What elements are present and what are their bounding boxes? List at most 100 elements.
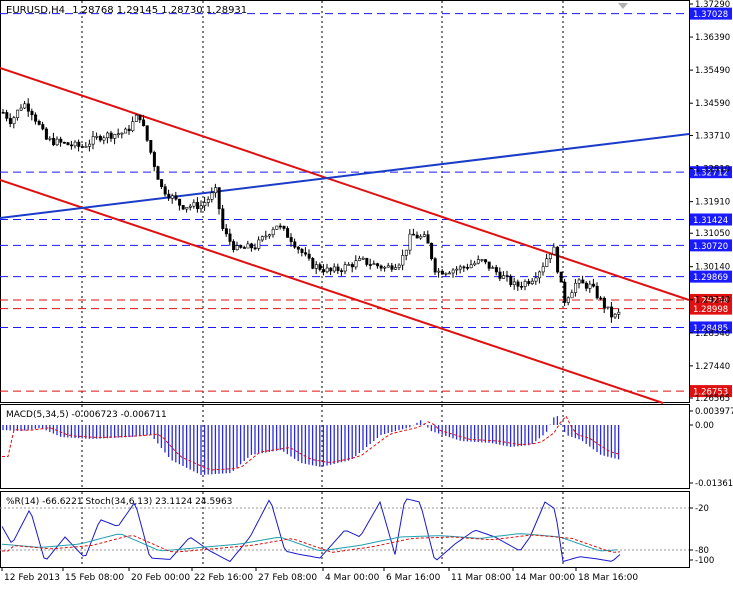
candle-body — [163, 186, 167, 195]
candle-body — [383, 266, 387, 269]
candle-body — [80, 146, 84, 148]
candle-body — [88, 143, 92, 147]
hline-price-label: 1.29869 — [693, 273, 728, 283]
symbol-label: EURUSD,H4 — [6, 5, 65, 16]
time-tick-label: 20 Feb 00:00 — [131, 573, 190, 583]
candle-body — [350, 264, 354, 268]
candle-body — [152, 152, 156, 167]
candle-body — [581, 279, 585, 284]
osc-axis: -20 -80-100 — [689, 504, 714, 566]
candle-body — [192, 202, 196, 207]
candle-body — [412, 233, 416, 236]
trendline-blue[interactable] — [0, 133, 690, 219]
hline-price-label: 1.28485 — [693, 324, 728, 334]
stoch-signal-line — [2, 534, 621, 553]
price-tick-label: 1.34590 — [695, 99, 730, 109]
trend-channel[interactable] — [0, 67, 690, 404]
candle-body — [1, 112, 5, 114]
hline-price-label: 1.28998 — [693, 305, 728, 315]
hline-label-bg — [690, 302, 732, 315]
candle-body — [401, 254, 405, 266]
chart-shift-triangle-icon[interactable] — [618, 3, 628, 9]
candle-body — [160, 179, 164, 187]
candle-body — [5, 112, 9, 119]
candle-body — [142, 119, 146, 127]
candle-body — [415, 234, 419, 239]
hline-price-label: 1.26753 — [693, 388, 728, 398]
vertical-grid — [81, 1, 564, 402]
osc-tick-label: -20 — [695, 504, 709, 514]
candle-body — [95, 136, 99, 138]
candle-body — [120, 132, 124, 135]
stoch-main-line — [1, 533, 618, 552]
candle-body — [473, 262, 477, 266]
candle-body — [293, 241, 297, 248]
horizontal-lines[interactable]: 1.37028 1.32712 1.31424 1.30720 1.29869 1.292… — [0, 7, 732, 398]
candle-body — [221, 208, 225, 229]
candle-body — [34, 114, 38, 122]
candle-body — [210, 192, 214, 200]
candle-body — [502, 275, 506, 279]
channel-lower-line[interactable] — [0, 179, 664, 404]
candle-body — [617, 311, 621, 315]
candle-body — [530, 280, 534, 284]
candle-body — [322, 269, 326, 273]
macd-signal-line — [2, 415, 621, 471]
candle-body — [26, 103, 30, 112]
candle-body — [253, 247, 257, 250]
candle-body — [250, 243, 254, 249]
candle-body — [394, 267, 398, 270]
macd-vertical-grid — [81, 405, 564, 488]
candle-body — [484, 259, 488, 263]
candle-body — [556, 246, 560, 273]
hline-price-label: 1.30720 — [693, 242, 728, 252]
candle-body — [37, 121, 41, 125]
candle-body — [106, 132, 110, 139]
candle-body — [343, 264, 347, 272]
candle-body — [527, 281, 531, 284]
candle-body — [466, 267, 470, 269]
ohlc-values: 1.28768 1.29145 1.28730 1.28931 — [72, 5, 247, 16]
candle-body — [462, 266, 466, 269]
candle-body — [156, 166, 160, 180]
price-tick-label: 1.29240 — [695, 296, 730, 306]
channel-upper-line[interactable] — [0, 67, 690, 301]
time-tick-label: 27 Feb 08:00 — [258, 573, 317, 583]
wpr-line — [1, 498, 621, 563]
candle-body — [268, 234, 272, 237]
candle-body — [224, 228, 228, 235]
candle-body — [145, 125, 149, 141]
candle-body — [62, 142, 66, 144]
candle-body — [430, 242, 434, 259]
candle-body — [419, 236, 423, 239]
candle-body — [257, 239, 261, 249]
candle-body — [12, 117, 16, 125]
candle-body — [185, 206, 189, 210]
candlesticks — [1, 98, 621, 323]
candle-body — [138, 114, 142, 121]
candle-body — [548, 253, 552, 259]
price-tick-label: 1.30140 — [695, 263, 730, 273]
candle-body — [242, 247, 246, 249]
candle-body — [487, 261, 491, 269]
candle-body — [19, 107, 23, 111]
candle-body — [188, 205, 192, 208]
price-tick-label: 1.35490 — [695, 66, 730, 76]
candle-body — [570, 292, 574, 299]
candle-body — [271, 229, 275, 235]
time-tick-label: 12 Feb 2013 — [4, 573, 60, 583]
main-price-panel[interactable] — [0, 0, 690, 403]
wpr-stoch-panel[interactable] — [0, 491, 690, 568]
candle-body — [73, 141, 77, 147]
hline-label-bg — [690, 166, 732, 179]
candle-body — [311, 257, 315, 269]
candle-body — [286, 228, 290, 238]
candle-body — [397, 264, 401, 268]
candle-body — [300, 248, 304, 253]
candle-body — [505, 275, 509, 277]
candle-body — [217, 187, 221, 210]
candle-body — [52, 137, 56, 146]
time-tick-label: 22 Feb 16:00 — [194, 573, 253, 583]
candle-body — [98, 136, 102, 141]
